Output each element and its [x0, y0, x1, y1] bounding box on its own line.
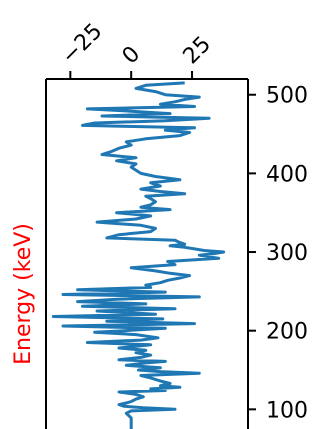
x-tick-label: −25: [57, 19, 108, 70]
data-layer: [51, 81, 226, 429]
y-axis-ticks: 100 200 300 400 500: [248, 84, 308, 423]
signal-series-line: [51, 81, 226, 429]
y-tick-label: 200: [266, 320, 308, 345]
y-tick-label: 300: [266, 241, 308, 266]
x-tick-label: 25: [179, 32, 216, 69]
x-tick-label: 0: [118, 42, 146, 70]
x-axis-ticks: −25 0 25: [57, 19, 216, 79]
y-tick-label: 100: [266, 398, 308, 423]
y-tick-label: 400: [266, 162, 308, 187]
axes-frame: [45, 78, 249, 429]
y-tick-label: 500: [266, 84, 308, 109]
y-axis-label: Energy (keV): [11, 223, 36, 365]
